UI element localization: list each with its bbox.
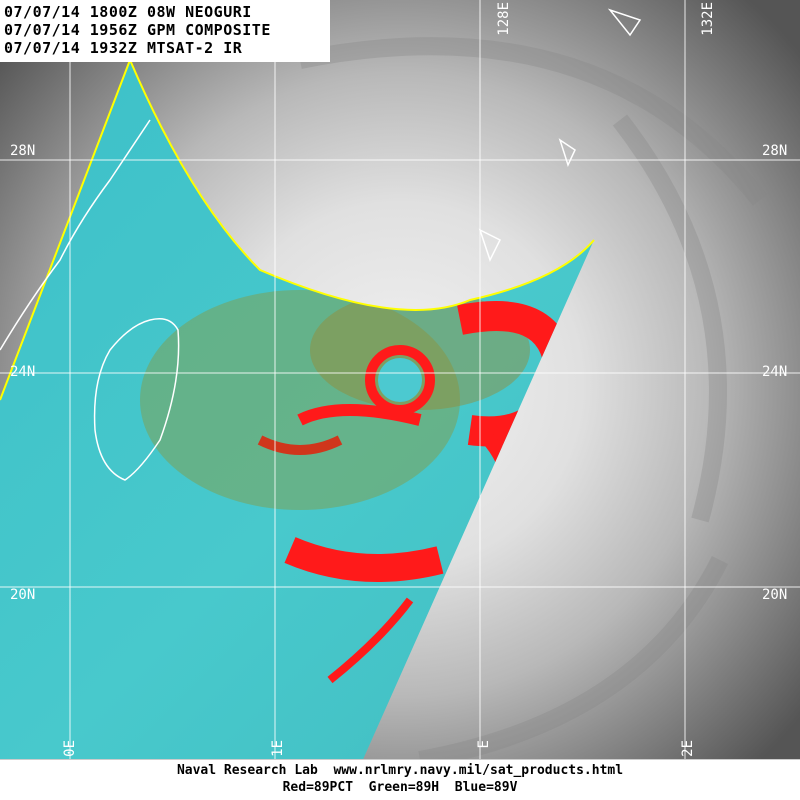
lon-label-128e: 128E xyxy=(496,2,512,36)
lat-label-20n: 20N xyxy=(10,587,36,603)
lon-label-132e: 132E xyxy=(700,2,716,36)
lat-label-24n-right: 24N xyxy=(762,364,788,380)
lat-label-28n-right: 28N xyxy=(762,143,788,159)
lon-label-bottom-2: 1E xyxy=(270,740,286,757)
lat-label-24n: 24N xyxy=(10,364,36,380)
header-ir-line: 07/07/14 1932Z MTSAT-2 IR xyxy=(4,39,243,57)
coastlines xyxy=(0,8,642,481)
rain-band xyxy=(284,537,444,582)
footer-credit: Naval Research Lab www.nrlmry.navy.mil/s… xyxy=(0,759,800,800)
lon-label-bottom-4: 2E xyxy=(680,740,696,757)
cloud-bands xyxy=(298,37,768,769)
lon-label-bottom-3: E xyxy=(476,740,492,749)
footer-source-line: Naval Research Lab www.nrlmry.navy.mil/s… xyxy=(176,763,624,778)
lon-label-bottom-1: 0E xyxy=(62,740,78,757)
header-storm-line: 07/07/14 1800Z 08W NEOGURI xyxy=(4,3,252,21)
lat-label-28n: 28N xyxy=(10,143,36,159)
header-box: 07/07/14 1800Z 08W NEOGURI 07/07/14 1956… xyxy=(0,0,330,62)
footer-channel-legend: Red=89PCT Green=89H Blue=89V xyxy=(282,780,518,795)
header-gpm-line: 07/07/14 1956Z GPM COMPOSITE xyxy=(4,21,271,39)
lat-label-20n-right: 20N xyxy=(762,587,788,603)
rain-band xyxy=(297,404,422,426)
rain-band xyxy=(327,597,414,684)
